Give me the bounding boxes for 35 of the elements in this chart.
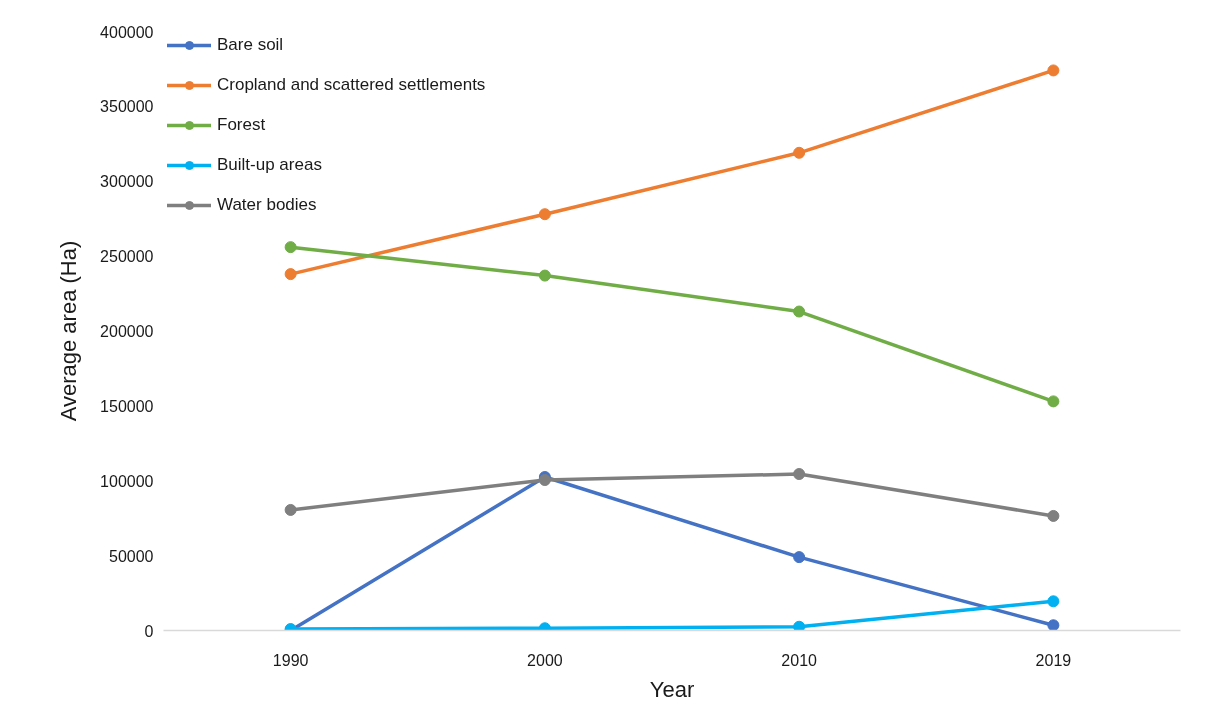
x-tick-label: 1990 [272,651,309,669]
y-tick-label: 300000 [100,173,154,191]
y-tick-label: 50000 [109,547,154,565]
point [1047,509,1060,522]
x-tick-label: 2010 [781,651,818,669]
point [793,551,806,564]
point [1047,64,1060,77]
point [284,241,297,254]
y-axis-title: Average area (Ha) [56,240,82,422]
point [793,620,806,631]
legend-label: Cropland and scattered settlements [217,75,486,95]
x-axis-title: Year [649,676,695,702]
point [793,146,806,159]
x-tick-label: 2000 [527,651,563,669]
point [793,305,806,318]
y-tick-label: 400000 [100,23,154,41]
x-tick-label: 2019 [1035,651,1072,669]
y-tick-label: 200000 [100,323,154,340]
legend-label: Forest [217,115,266,135]
y-tick-label: 0 [144,622,154,640]
legend-label: Water bodies [217,195,317,215]
legend-label: Built-up areas [217,155,322,175]
y-tick-label: 100000 [100,472,154,490]
y-tick-label: 150000 [100,397,154,415]
point [538,208,551,221]
y-tick-label: 350000 [100,98,154,116]
point [284,503,297,516]
point [1047,595,1060,608]
legend-label: Bare soil [217,35,284,55]
point [284,268,297,281]
point [1047,395,1060,408]
point [538,269,551,282]
point [1047,619,1060,631]
y-tick-label: 250000 [100,248,154,266]
point [793,468,806,480]
